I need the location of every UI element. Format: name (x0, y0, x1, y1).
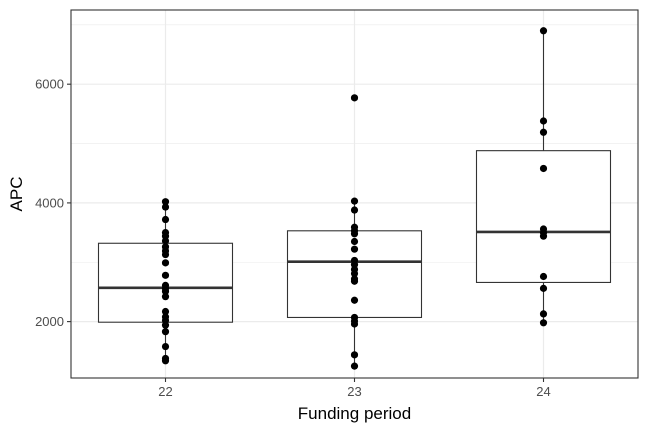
data-point (161, 307, 170, 316)
data-point (539, 117, 548, 125)
data-point (539, 164, 548, 173)
data-point (350, 230, 359, 238)
data-point (539, 232, 548, 240)
data-point (161, 287, 170, 295)
y-axis-title: APC (7, 177, 26, 212)
data-point (161, 293, 170, 301)
data-point (161, 215, 170, 224)
x-tick-label: 23 (347, 384, 361, 399)
box-22 (97, 201, 234, 361)
data-point (161, 259, 170, 267)
data-point (539, 284, 548, 292)
data-point (350, 351, 359, 359)
data-point (350, 197, 359, 205)
y-tick-label: 2000 (35, 314, 64, 329)
data-point (539, 310, 548, 318)
axes: 2000 4000 6000 22 23 24 (35, 77, 551, 399)
data-point (350, 94, 359, 102)
data-point (161, 237, 170, 245)
data-point (161, 198, 170, 206)
data-point (350, 245, 359, 253)
y-tick-label: 4000 (35, 195, 64, 210)
data-point (350, 237, 359, 246)
data-point (161, 271, 170, 279)
data-point (161, 250, 170, 259)
data-points (161, 27, 548, 370)
data-point (350, 296, 359, 304)
data-point (539, 272, 548, 281)
data-point (161, 342, 170, 351)
data-point (161, 321, 170, 329)
iqr-box (475, 150, 612, 283)
data-point (161, 357, 170, 365)
x-axis-title: Funding period (298, 404, 411, 423)
data-point (539, 319, 548, 327)
data-point (161, 328, 170, 336)
data-point (350, 269, 359, 278)
x-tick-label: 24 (536, 384, 550, 399)
data-point (350, 362, 359, 370)
y-tick-label: 6000 (35, 77, 64, 92)
data-point (539, 128, 548, 136)
data-point (350, 320, 359, 328)
data-point (161, 203, 170, 211)
x-tick-label: 22 (158, 384, 172, 399)
data-point (539, 27, 548, 35)
data-point (350, 206, 359, 214)
data-point (350, 277, 359, 285)
